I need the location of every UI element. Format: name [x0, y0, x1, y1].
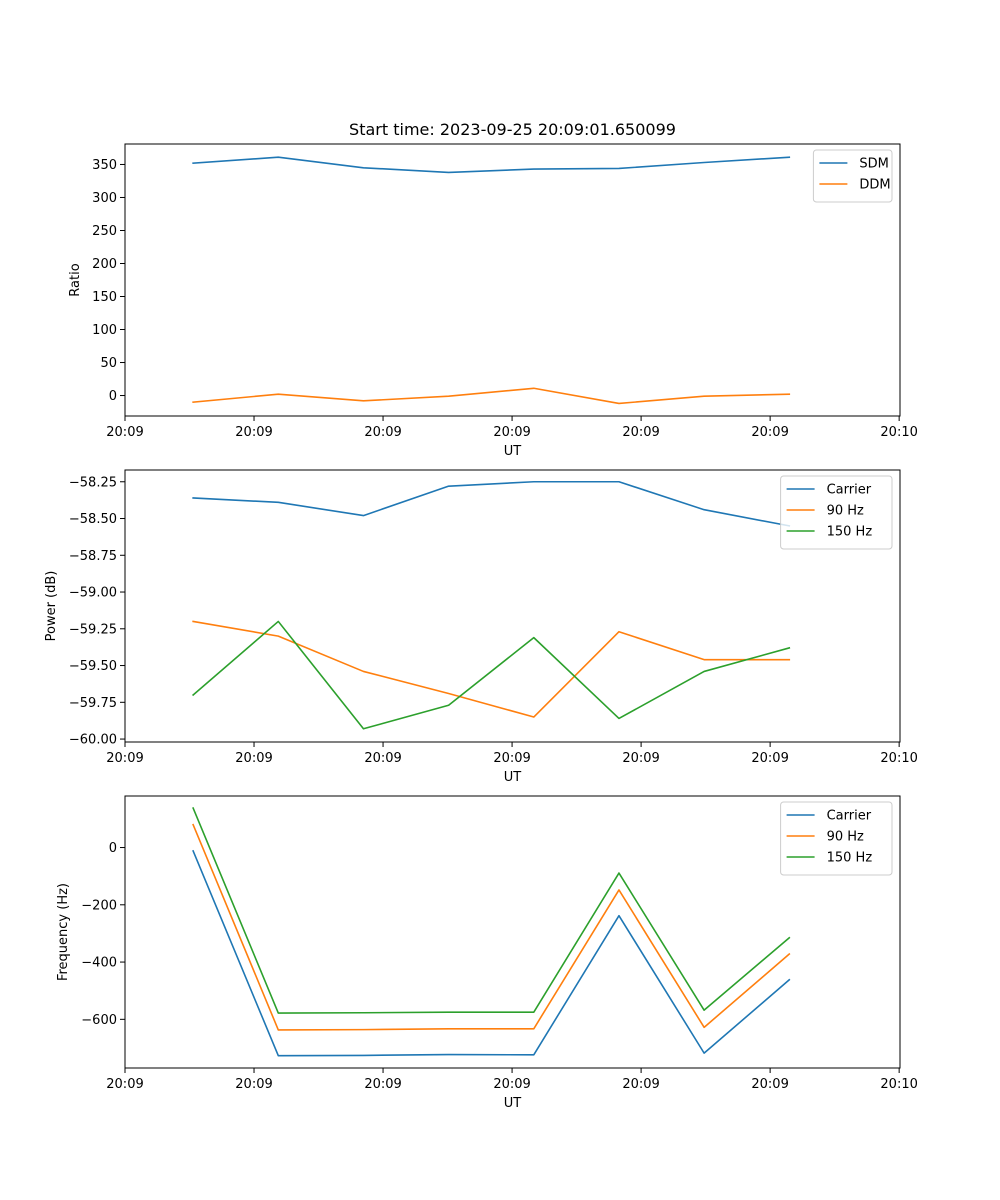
series-line-ddm	[192, 387, 791, 405]
legend-label: 90 Hz	[827, 504, 864, 519]
y-tick-label: −59.00	[69, 586, 117, 601]
x-tick-label: 20:09	[364, 751, 401, 766]
chart-panel-3: 20:09 20:09 20:09 20:09 20:09 20:09 20:10 0 −200…	[56, 795, 918, 1111]
x-tick-label: 20:09	[364, 425, 401, 440]
x-tick-label: 20:09	[493, 425, 530, 440]
x-axis-label: UT	[504, 770, 522, 785]
x-tick-label: 20:09	[622, 1077, 659, 1092]
series-line-carrier	[192, 480, 791, 527]
y-tick-label: −600	[81, 1013, 117, 1028]
x-tick-label: 20:09	[751, 751, 788, 766]
x-tick-label: 20:09	[235, 751, 272, 766]
x-axis-label: UT	[504, 1096, 522, 1111]
legend-label: 150 Hz	[827, 525, 873, 540]
plot-frame	[124, 469, 901, 743]
y-tick-label: −58.25	[69, 475, 117, 490]
x-tick-label: 20:10	[880, 1077, 917, 1092]
series-line-150-hz	[192, 620, 791, 730]
y-tick-label: −60.00	[69, 733, 117, 748]
y-tick-label: −59.75	[69, 696, 117, 711]
y-axis-label: Power (dB)	[44, 571, 59, 642]
x-tick-label: 20:09	[493, 751, 530, 766]
y-tick-label: 350	[92, 158, 117, 173]
y-tick-label: 0	[109, 389, 117, 404]
legend-label: Carrier	[827, 809, 872, 824]
x-tick-label: 20:09	[364, 1077, 401, 1092]
y-tick-label: −59.50	[69, 659, 117, 674]
x-tick-label: 20:09	[493, 1077, 530, 1092]
x-tick-label: 20:10	[880, 425, 917, 440]
x-tick-label: 20:09	[235, 1077, 272, 1092]
chart-panel-1: Start time: 2023-09-25 20:09:01.650099 20…	[68, 120, 918, 459]
y-tick-label: 300	[92, 191, 117, 206]
y-tick-label: −58.75	[69, 549, 117, 564]
x-tick-label: 20:10	[880, 751, 917, 766]
legend-label: DDM	[859, 178, 890, 193]
x-tick-label: 20:09	[106, 1077, 143, 1092]
legend: SDM DDM	[812, 149, 893, 203]
legend: Carrier 90 Hz 150 Hz	[780, 801, 893, 876]
y-axis-label: Frequency (Hz)	[56, 883, 71, 981]
y-tick-label: 250	[92, 224, 117, 239]
x-tick-label: 20:09	[751, 1077, 788, 1092]
x-axis-label: UT	[504, 444, 522, 459]
y-tick-label: 200	[92, 257, 117, 272]
y-tick-label: −58.50	[69, 512, 117, 527]
x-tick-label: 20:09	[106, 425, 143, 440]
plot-frame	[124, 795, 901, 1069]
legend-label: 150 Hz	[827, 851, 873, 866]
series-line-90-hz	[192, 823, 791, 1031]
x-tick-label: 20:09	[622, 751, 659, 766]
y-tick-label: 0	[109, 841, 117, 856]
legend: Carrier 90 Hz 150 Hz	[780, 475, 893, 550]
chart-panel-2: 20:09 20:09 20:09 20:09 20:09 20:09 20:10 −60.0…	[44, 469, 918, 785]
x-tick-label: 20:09	[106, 751, 143, 766]
plot-frame	[124, 143, 901, 417]
y-tick-label: 100	[92, 323, 117, 338]
series-line-sdm	[192, 156, 791, 174]
series-line-150-hz	[192, 806, 791, 1014]
x-tick-label: 20:09	[622, 425, 659, 440]
legend-label: SDM	[859, 157, 888, 172]
y-tick-label: −59.25	[69, 622, 117, 637]
chart-title: Start time: 2023-09-25 20:09:01.650099	[349, 120, 676, 139]
x-tick-label: 20:09	[751, 425, 788, 440]
y-tick-label: 50	[100, 356, 117, 371]
y-axis-label: Ratio	[68, 263, 83, 296]
y-tick-label: 150	[92, 290, 117, 305]
y-tick-label: −200	[81, 898, 117, 913]
y-tick-label: −400	[81, 956, 117, 971]
legend-label: Carrier	[827, 483, 872, 498]
legend-label: 90 Hz	[827, 830, 864, 845]
x-tick-label: 20:09	[235, 425, 272, 440]
series-line-carrier	[192, 849, 791, 1057]
series-line-90-hz	[192, 620, 791, 718]
